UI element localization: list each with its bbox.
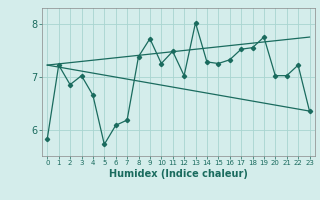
X-axis label: Humidex (Indice chaleur): Humidex (Indice chaleur)	[109, 169, 248, 179]
